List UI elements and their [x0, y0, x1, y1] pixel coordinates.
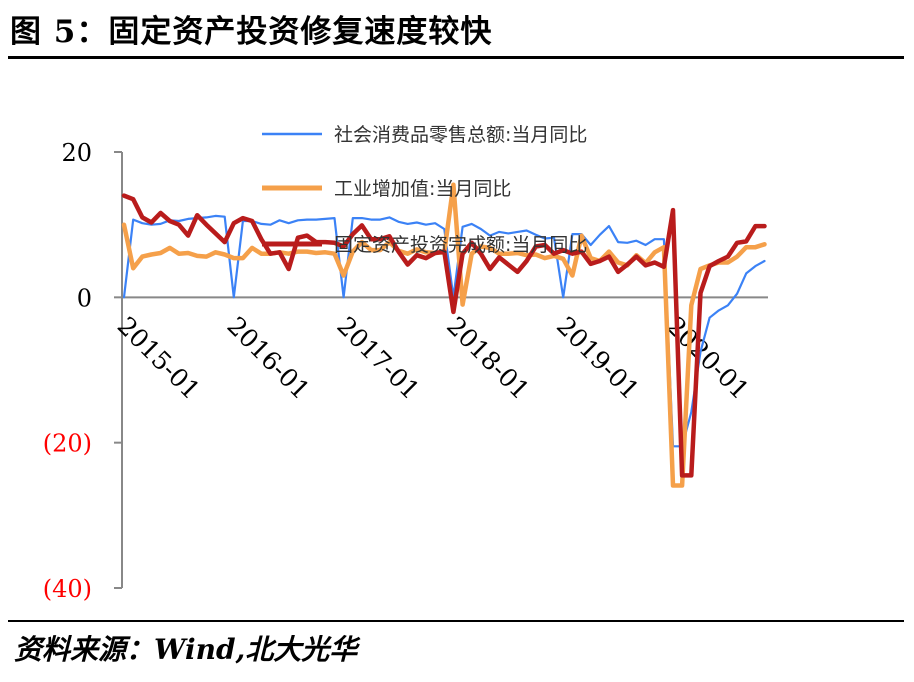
x-tick-label: 2015-01: [112, 311, 206, 405]
series-line: [121, 193, 767, 478]
y-tick-label: (20): [43, 430, 92, 458]
legend-label: 社会消费品零售总额:当月同比: [334, 124, 587, 146]
source-note: 资料来源：Wind,北大光华: [14, 633, 358, 666]
y-tick-label: (40): [43, 575, 92, 603]
plot-area: [121, 182, 767, 488]
x-tick-label: 2016-01: [222, 311, 316, 405]
legend-label: 工业增加值:当月同比: [334, 178, 511, 200]
x-tick-label: 2019-01: [551, 311, 645, 405]
figure-title: 图 5：固定资产投资修复速度较快: [10, 14, 493, 50]
y-tick-label: 0: [77, 284, 92, 312]
title-rule: [8, 56, 904, 59]
x-tick-label: 2017-01: [331, 311, 425, 405]
line-chart: 20 0 (20) (40) 2015-01 2016-01 2017-01 2018-01 2…: [43, 124, 768, 603]
chart-axes: 20 0 (20) (40) 2015-01 2016-01 2017-01 2018-01 2…: [43, 139, 768, 603]
x-tick-label: 2018-01: [441, 311, 535, 405]
series-line: [122, 214, 766, 448]
source-rule: [8, 620, 904, 622]
y-tick-label: 20: [61, 139, 92, 167]
legend-label: 固定资产投资完成额:当月同比: [334, 234, 587, 256]
